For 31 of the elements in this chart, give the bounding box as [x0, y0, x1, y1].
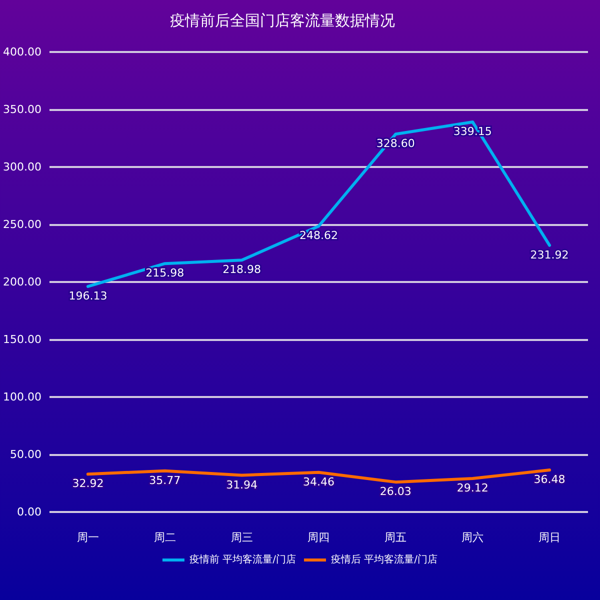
x-tick-label: 周日: [538, 531, 561, 544]
x-tick-label: 周三: [230, 531, 253, 544]
data-label: 231.92: [530, 248, 569, 262]
y-tick-label: 400.00: [2, 46, 42, 58]
data-label: 196.13: [68, 289, 108, 302]
data-label: 31.94: [226, 478, 258, 492]
legend-label: 疫情前 平均客流量/门店: [189, 554, 296, 566]
x-tick-label: 周一: [76, 531, 99, 544]
data-label: 218.98: [222, 263, 262, 276]
x-tick-label: 周四: [308, 531, 330, 544]
data-label: 29.12: [456, 482, 488, 495]
y-tick-label: 100.00: [2, 390, 42, 404]
data-label: 32.92: [72, 477, 104, 490]
chart-title: 疫情前后全国门店客流量数据情况: [170, 12, 395, 30]
y-tick-label: 350.00: [2, 103, 42, 116]
data-label: 26.03: [380, 485, 412, 498]
data-label: 215.98: [146, 266, 184, 280]
data-label: 35.77: [149, 474, 181, 487]
x-tick-label: 周六: [462, 531, 484, 544]
y-tick-label: 250.00: [2, 218, 42, 231]
x-tick-label: 周五: [384, 531, 407, 544]
data-label: 248.62: [299, 229, 338, 242]
data-label: 34.46: [302, 475, 334, 488]
y-tick-label: 200.00: [2, 276, 42, 288]
y-tick-label: 150.00: [2, 333, 42, 346]
y-tick-label: 50.00: [10, 448, 42, 461]
y-tick-label: 0.00: [16, 506, 42, 518]
data-label: 36.48: [534, 473, 566, 486]
y-tick-label: 300.00: [2, 160, 42, 174]
x-tick-label: 周二: [154, 531, 176, 544]
legend-label: 疫情后 平均客流量/门店: [331, 554, 438, 566]
